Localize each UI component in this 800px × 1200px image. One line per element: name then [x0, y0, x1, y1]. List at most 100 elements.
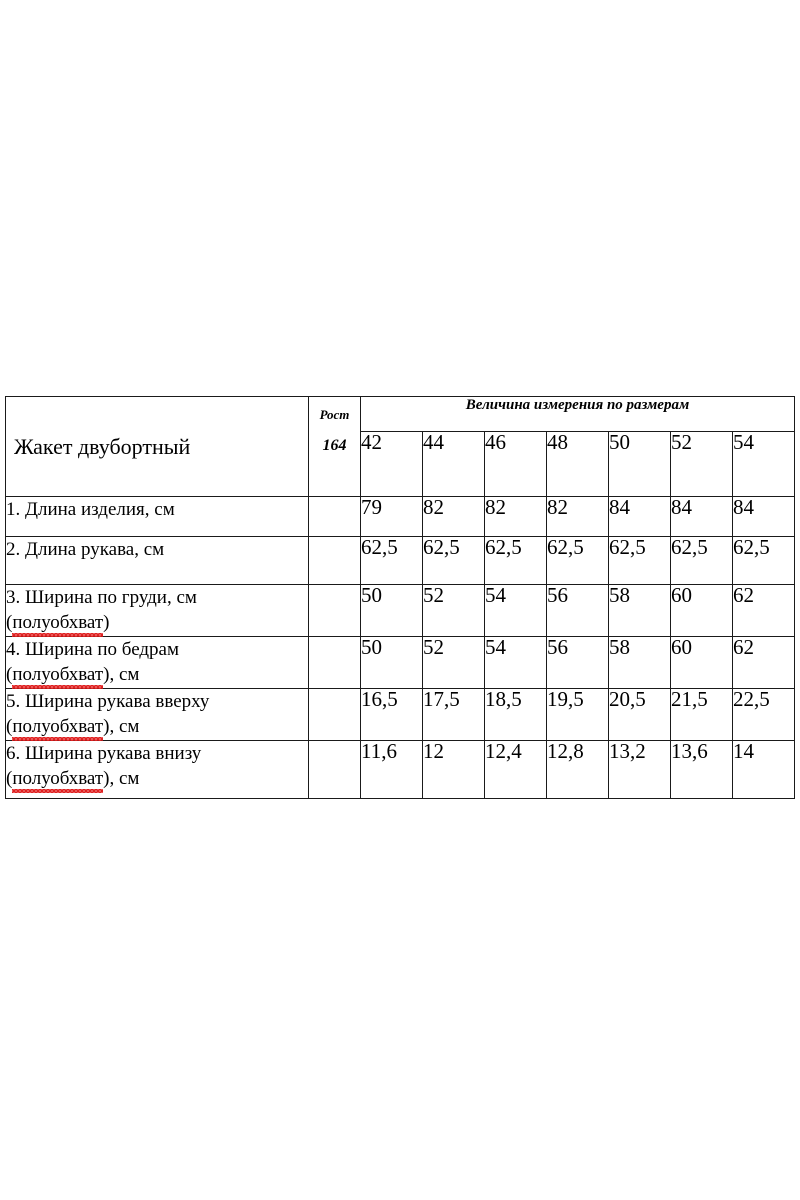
row-6-value-52: 13,6	[670, 740, 733, 799]
height-value: 164	[322, 437, 347, 454]
row-1-value-48: 82	[546, 496, 609, 537]
misspelled-word: полуобхват	[12, 714, 103, 742]
row-2-value-48: 62,5	[546, 536, 609, 585]
row-label-3-line1: 3. Ширина по груди, см	[6, 587, 197, 608]
paren-close: ), см	[103, 768, 140, 790]
table-row: 5. Ширина рукава вверху (полуобхват), см…	[5, 688, 796, 742]
row-3-value-44: 52	[422, 584, 485, 637]
row-5-value-42: 16,5	[360, 688, 423, 741]
paren-open: (	[6, 768, 13, 790]
row-label-6-line2: (полуобхват), см	[6, 766, 308, 794]
height-column-header-cell: Рост 164	[308, 396, 361, 497]
measurement-header: Величина измерения по размерам	[359, 396, 796, 432]
size-header-54: 54	[731, 431, 796, 497]
table-row: 2. Длина рукава, см 62,5 62,5 62,5 62,5 …	[5, 536, 796, 585]
row-5-value-54: 22,5	[731, 688, 796, 741]
paren-close: ), см	[103, 716, 140, 738]
table-header-row-banner: Жакет двубортный Рост 164 Величина измер…	[5, 396, 796, 497]
row-6-value-44: 12	[422, 740, 485, 799]
table-row: 1. Длина изделия, см 79 82 82 82 84 84 8…	[5, 496, 796, 537]
row-4-value-42: 50	[360, 636, 423, 689]
row-6-value-48: 12,8	[546, 740, 609, 799]
row-5-value-52: 21,5	[670, 688, 733, 741]
row-label-2-line1: 2. Длина рукава, см	[6, 539, 165, 560]
row-1-height-cell	[308, 496, 361, 537]
row-5-value-48: 19,5	[546, 688, 609, 741]
table-header-row-sizes: 42 44 46 48 50 52 54	[6, 431, 796, 497]
size-header-42: 42	[360, 431, 423, 497]
row-3-height-cell	[308, 584, 361, 637]
size-measurements-table: Жакет двубортный Рост 164 Величина измер…	[5, 396, 796, 799]
row-5-value-46: 18,5	[484, 688, 547, 741]
row-label-4: 4. Ширина по бедрам (полуобхват), см	[5, 636, 309, 690]
row-3-value-54: 62	[731, 584, 796, 637]
size-header-48: 48	[546, 431, 609, 497]
row-6-value-54: 14	[731, 740, 796, 799]
table-row: 6. Ширина рукава внизу (полуобхват), см …	[5, 740, 796, 799]
height-label: Рост	[319, 407, 350, 422]
row-label-2: 2. Длина рукава, см	[5, 536, 309, 585]
misspelled-word: полуобхват	[12, 610, 103, 638]
paren-close: )	[103, 612, 110, 634]
row-1-value-46: 82	[484, 496, 547, 537]
row-label-4-line1: 4. Ширина по бедрам	[6, 639, 179, 660]
row-label-6: 6. Ширина рукава внизу (полуобхват), см	[5, 740, 309, 799]
row-2-value-44: 62,5	[422, 536, 485, 585]
row-2-value-54: 62,5	[731, 536, 796, 585]
row-3-value-52: 60	[670, 584, 733, 637]
row-5-value-50: 20,5	[608, 688, 671, 741]
size-header-50: 50	[608, 431, 671, 497]
row-5-value-44: 17,5	[422, 688, 485, 741]
row-label-4-line2: (полуобхват), см	[6, 662, 308, 690]
row-4-height-cell	[308, 636, 361, 689]
misspelled-word: полуобхват	[12, 766, 103, 794]
product-title-cell: Жакет двубортный	[5, 396, 309, 497]
row-1-value-52: 84	[670, 496, 733, 537]
row-3-value-50: 58	[608, 584, 671, 637]
row-4-value-46: 54	[484, 636, 547, 689]
row-2-value-52: 62,5	[670, 536, 733, 585]
row-4-value-48: 56	[546, 636, 609, 689]
row-2-value-50: 62,5	[608, 536, 671, 585]
row-3-value-42: 50	[360, 584, 423, 637]
row-1-value-42: 79	[360, 496, 423, 537]
row-2-value-42: 62,5	[360, 536, 423, 585]
row-4-value-50: 58	[608, 636, 671, 689]
row-label-6-line1: 6. Ширина рукава внизу	[6, 743, 202, 764]
row-label-5: 5. Ширина рукава вверху (полуобхват), см	[5, 688, 309, 742]
row-label-1: 1. Длина изделия, см	[5, 496, 309, 537]
row-label-3: 3. Ширина по груди, см (полуобхват)	[5, 584, 309, 638]
row-3-value-46: 54	[484, 584, 547, 637]
row-label-5-line1: 5. Ширина рукава вверху	[6, 691, 210, 712]
size-table-container: Жакет двубортный Рост 164 Величина измер…	[5, 396, 796, 799]
paren-open: (	[6, 716, 13, 738]
size-header-44: 44	[422, 431, 485, 497]
row-5-height-cell	[308, 688, 361, 741]
table-row: 3. Ширина по груди, см (полуобхват) 50 5…	[5, 584, 796, 638]
page-title: Жакет двубортный	[14, 434, 191, 459]
paren-close: ), см	[103, 664, 140, 686]
row-4-value-44: 52	[422, 636, 485, 689]
row-4-value-54: 62	[731, 636, 796, 689]
row-6-value-42: 11,6	[360, 740, 423, 799]
row-2-height-cell	[308, 536, 361, 585]
row-label-5-line2: (полуобхват), см	[6, 714, 308, 742]
paren-open: (	[6, 664, 13, 686]
row-4-value-52: 60	[670, 636, 733, 689]
row-3-value-48: 56	[546, 584, 609, 637]
row-6-value-46: 12,4	[484, 740, 547, 799]
row-2-value-46: 62,5	[484, 536, 547, 585]
row-1-value-50: 84	[608, 496, 671, 537]
paren-open: (	[6, 612, 13, 634]
size-header-46: 46	[484, 431, 547, 497]
row-label-1-line1: 1. Длина изделия, см	[6, 499, 175, 520]
table-row: 4. Ширина по бедрам (полуобхват), см 50 …	[5, 636, 796, 690]
size-header-52: 52	[670, 431, 733, 497]
row-6-value-50: 13,2	[608, 740, 671, 799]
misspelled-word: полуобхват	[12, 662, 103, 690]
row-label-3-line2: (полуобхват)	[6, 610, 308, 638]
row-6-height-cell	[308, 740, 361, 799]
row-1-value-54: 84	[731, 496, 796, 537]
row-1-value-44: 82	[422, 496, 485, 537]
